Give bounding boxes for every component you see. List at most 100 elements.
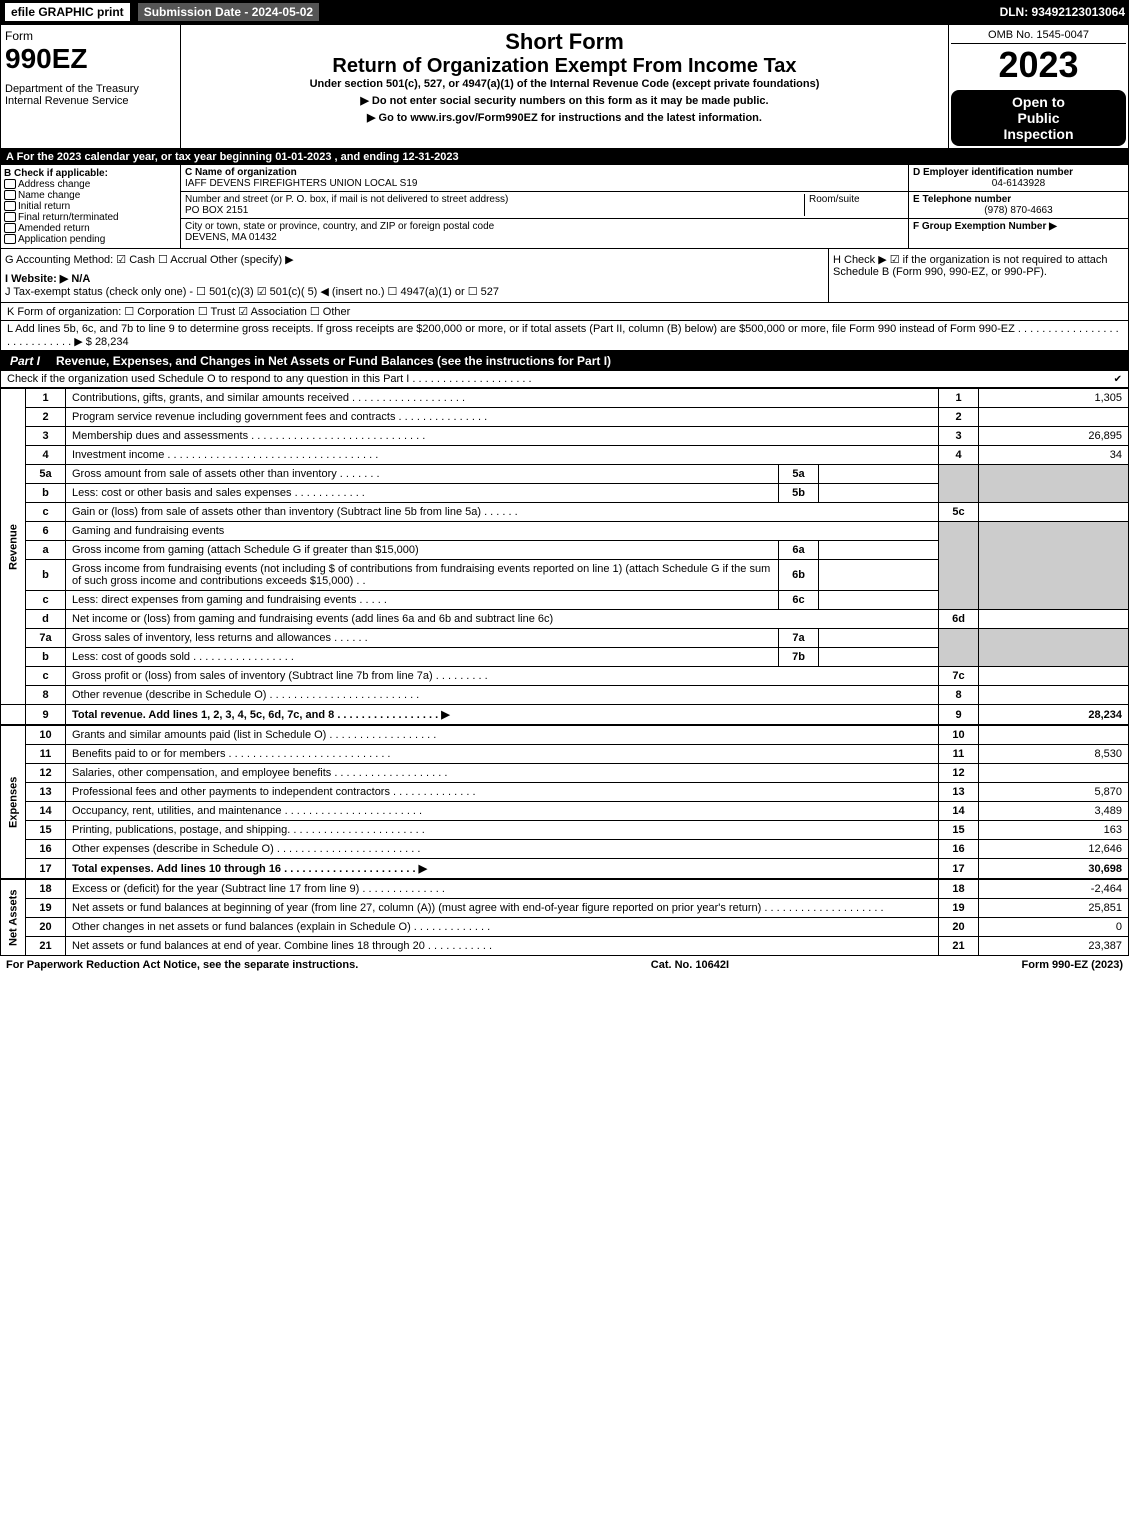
table-row: Expenses 10 Grants and similar amounts p… [1,726,1129,745]
submission-date-button[interactable]: Submission Date - 2024-05-02 [137,2,320,22]
inspect-line1: Open to [955,94,1122,110]
org-city: DEVENS, MA 01432 [185,232,904,243]
table-row: c Gross profit or (loss) from sales of i… [1,667,1129,686]
line-a-tax-year: A For the 2023 calendar year, or tax yea… [0,149,1129,165]
table-row: Net Assets 18 Excess or (deficit) for th… [1,880,1129,899]
e-phone-label: E Telephone number [913,194,1124,205]
f-group-label: F Group Exemption Number ▶ [913,221,1124,232]
column-b-checkboxes: B Check if applicable: Address change Na… [1,165,181,248]
part1-revenue-table: Revenue 1 Contributions, gifts, grants, … [0,388,1129,725]
line-amount: 1,305 [979,389,1129,408]
table-row: d Net income or (loss) from gaming and f… [1,610,1129,629]
omb-number: OMB No. 1545-0047 [951,27,1126,44]
side-label-expenses: Expenses [1,726,26,879]
form-header: Form 990EZ Department of the Treasury In… [0,24,1129,149]
main-title: Return of Organization Exempt From Incom… [185,55,944,78]
room-suite-label: Room/suite [804,194,904,216]
note-irs-link: ▶ Go to www.irs.gov/Form990EZ for instru… [185,111,944,124]
chk-name-change[interactable]: Name change [4,190,177,201]
line-g-accounting: G Accounting Method: ☑ Cash ☐ Accrual Ot… [5,253,824,266]
table-row: 19 Net assets or fund balances at beginn… [1,899,1129,918]
table-row: 2 Program service revenue including gove… [1,408,1129,427]
table-row: 12 Salaries, other compensation, and emp… [1,764,1129,783]
footer-right: Form 990-EZ (2023) [1022,959,1123,971]
top-bar: efile GRAPHIC print Submission Date - 20… [0,0,1129,24]
column-de: D Employer identification number 04-6143… [908,165,1128,248]
line-j-tax-exempt: J Tax-exempt status (check only one) - ☐… [5,285,824,298]
header-right: OMB No. 1545-0047 2023 Open to Public In… [948,25,1128,148]
chk-initial-return[interactable]: Initial return [4,201,177,212]
line-k-form-org: K Form of organization: ☐ Corporation ☐ … [0,303,1129,321]
line-l-text: L Add lines 5b, 6c, and 7b to line 9 to … [7,323,1119,348]
public-inspection-badge: Open to Public Inspection [951,90,1126,146]
dept-treasury: Department of the Treasury [5,83,176,95]
c-city-label: City or town, state or province, country… [185,221,904,232]
chk-application-pending[interactable]: Application pending [4,234,177,245]
d-ein-label: D Employer identification number [913,167,1124,178]
form-label: Form [5,29,176,43]
part1-header: Part I Revenue, Expenses, and Changes in… [0,351,1129,371]
inspect-line3: Inspection [955,126,1122,142]
part1-title: Revenue, Expenses, and Changes in Net As… [50,351,617,371]
page-footer: For Paperwork Reduction Act Notice, see … [0,956,1129,974]
inspect-line2: Public [955,110,1122,126]
table-row: c Gain or (loss) from sale of assets oth… [1,503,1129,522]
efile-print-button[interactable]: efile GRAPHIC print [4,2,131,22]
form-number: 990EZ [5,43,176,75]
org-name: IAFF DEVENS FIREFIGHTERS UNION LOCAL S19 [185,178,904,189]
table-row: 13 Professional fees and other payments … [1,783,1129,802]
table-row: 16 Other expenses (describe in Schedule … [1,840,1129,859]
table-row: 7a Gross sales of inventory, less return… [1,629,1129,648]
table-row: 15 Printing, publications, postage, and … [1,821,1129,840]
table-row: 21 Net assets or fund balances at end of… [1,937,1129,956]
note-ssn: ▶ Do not enter social security numbers o… [185,94,944,107]
column-c-org-info: C Name of organization IAFF DEVENS FIREF… [181,165,908,248]
table-row: 5a Gross amount from sale of assets othe… [1,465,1129,484]
phone-value: (978) 870-4663 [913,205,1124,216]
table-row: 6 Gaming and fundraising events [1,522,1129,541]
line-h-schedule-b: H Check ▶ ☑ if the organization is not r… [828,249,1128,302]
dln-label: DLN: 93492123013064 [1000,5,1125,19]
org-address: PO BOX 2151 [185,205,804,216]
part1-label: Part I [0,351,50,371]
line-l-amount: 28,234 [95,336,129,348]
chk-final-return[interactable]: Final return/terminated [4,212,177,223]
table-row: 4 Investment income . . . . . . . . . . … [1,446,1129,465]
part1-expenses-table: Expenses 10 Grants and similar amounts p… [0,725,1129,879]
ein-value: 04-6143928 [913,178,1124,189]
line-desc: Contributions, gifts, grants, and simila… [66,389,939,408]
footer-left: For Paperwork Reduction Act Notice, see … [6,959,358,971]
section-gh: G Accounting Method: ☑ Cash ☐ Accrual Ot… [0,249,1129,303]
part1-sub-text: Check if the organization used Schedule … [7,373,532,385]
short-form-title: Short Form [185,29,944,55]
header-left: Form 990EZ Department of the Treasury In… [1,25,181,148]
section-bcdef: B Check if applicable: Address change Na… [0,165,1129,249]
line-i-website: I Website: ▶ N/A [5,272,824,285]
line-rnum: 1 [939,389,979,408]
table-row: Revenue 1 Contributions, gifts, grants, … [1,389,1129,408]
chk-address-change[interactable]: Address change [4,179,177,190]
irs-label: Internal Revenue Service [5,95,176,107]
c-name-label: C Name of organization [185,167,904,178]
footer-center: Cat. No. 10642I [651,959,729,971]
table-row: 14 Occupancy, rent, utilities, and maint… [1,802,1129,821]
chk-amended-return[interactable]: Amended return [4,223,177,234]
side-label-netassets: Net Assets [1,880,26,956]
part1-sub: Check if the organization used Schedule … [0,371,1129,388]
table-row: 17 Total expenses. Add lines 10 through … [1,859,1129,879]
line-num: 1 [26,389,66,408]
b-label: B Check if applicable: [4,168,177,179]
header-center: Short Form Return of Organization Exempt… [181,25,948,148]
schedule-o-check [1114,373,1122,385]
c-addr-label: Number and street (or P. O. box, if mail… [185,194,804,205]
table-row: 20 Other changes in net assets or fund b… [1,918,1129,937]
side-label-revenue: Revenue [1,389,26,705]
line-l-gross-receipts: L Add lines 5b, 6c, and 7b to line 9 to … [0,321,1129,351]
table-row: 8 Other revenue (describe in Schedule O)… [1,686,1129,705]
subtitle: Under section 501(c), 527, or 4947(a)(1)… [185,78,944,90]
tax-year: 2023 [951,44,1126,86]
table-row: 9 Total revenue. Add lines 1, 2, 3, 4, 5… [1,705,1129,725]
table-row: 11 Benefits paid to or for members . . .… [1,745,1129,764]
table-row: 3 Membership dues and assessments . . . … [1,427,1129,446]
part1-netassets-table: Net Assets 18 Excess or (deficit) for th… [0,879,1129,956]
